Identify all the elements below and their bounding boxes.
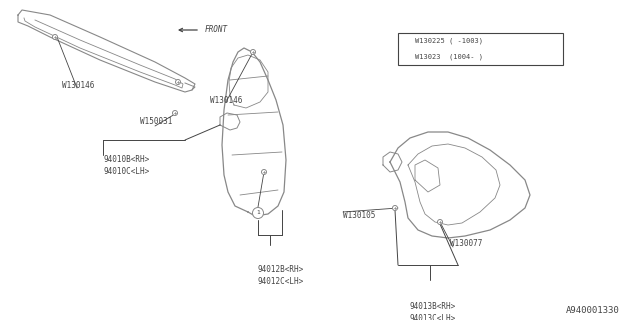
FancyBboxPatch shape	[398, 33, 563, 65]
Text: 94012B<RH>
94012C<LH>: 94012B<RH> 94012C<LH>	[258, 265, 304, 286]
Text: FRONT: FRONT	[205, 26, 228, 35]
Text: W130225 ( -1003): W130225 ( -1003)	[415, 38, 483, 44]
Circle shape	[173, 110, 177, 116]
Text: W130146: W130146	[210, 96, 243, 105]
Circle shape	[262, 170, 266, 174]
Text: W130146: W130146	[62, 81, 94, 90]
Text: 94010B<RH>
94010C<LH>: 94010B<RH> 94010C<LH>	[103, 155, 149, 176]
Text: W150031: W150031	[140, 117, 172, 126]
Text: W130105: W130105	[343, 211, 376, 220]
Text: 1: 1	[403, 38, 406, 44]
Text: 94013B<RH>
94013C<LH>: 94013B<RH> 94013C<LH>	[410, 302, 456, 320]
Circle shape	[250, 50, 255, 54]
Circle shape	[438, 220, 442, 225]
Text: 1: 1	[403, 54, 406, 60]
Circle shape	[175, 79, 180, 84]
Text: W13023  (1004- ): W13023 (1004- )	[415, 54, 483, 60]
Text: A940001330: A940001330	[566, 306, 620, 315]
Circle shape	[392, 205, 397, 211]
Circle shape	[253, 207, 264, 219]
Text: W130077: W130077	[450, 239, 483, 248]
Circle shape	[52, 35, 58, 39]
Text: 1: 1	[256, 211, 260, 215]
Circle shape	[400, 52, 409, 61]
Circle shape	[400, 36, 409, 45]
